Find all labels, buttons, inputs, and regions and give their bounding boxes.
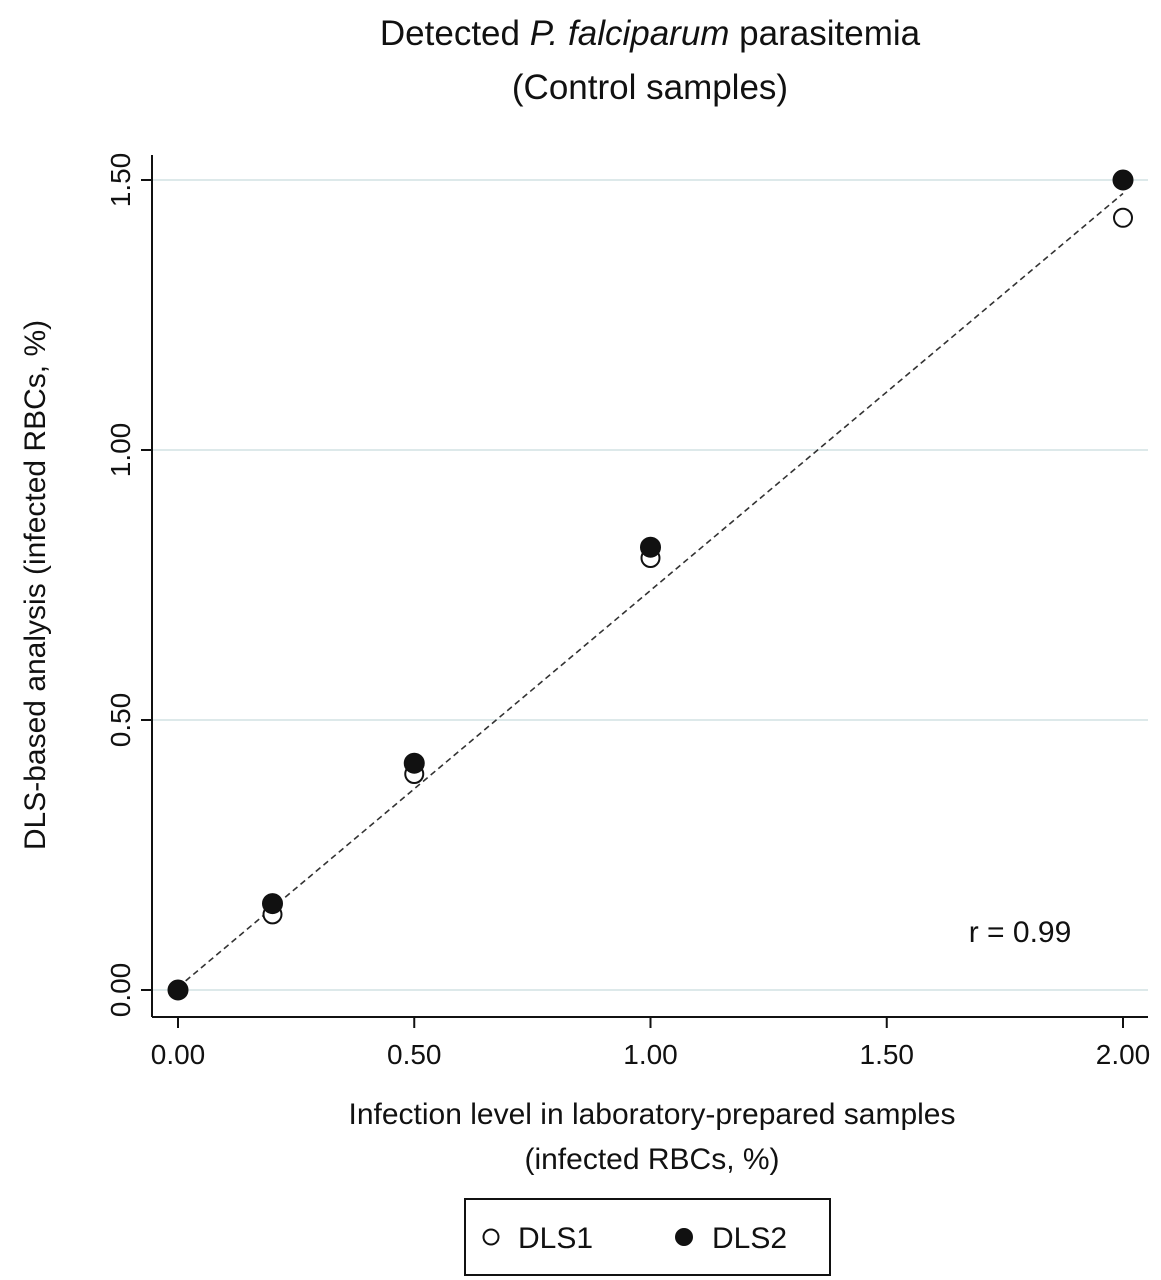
x-tick-label-4: 2.00 — [1096, 1039, 1151, 1070]
y-axis-label: DLS-based analysis (infected RBCs, %) — [19, 320, 52, 850]
y-tick-label-0: 0.00 — [105, 963, 136, 1018]
x-axis-ticks: 0.00 0.50 1.00 1.50 2.00 — [151, 1017, 1151, 1070]
y-axis-ticks: 0.00 0.50 1.00 1.50 — [105, 153, 152, 1018]
x-axis-label-line1: Infection level in laboratory-prepared s… — [349, 1098, 956, 1131]
y-tick-label-2: 1.00 — [105, 423, 136, 478]
y-tick-label-3: 1.50 — [105, 153, 136, 208]
axes — [151, 155, 1148, 1018]
r-annotation: r = 0.99 — [969, 916, 1072, 949]
x-tick-label-0: 0.00 — [151, 1039, 206, 1070]
x-tick-label-1: 0.50 — [387, 1039, 442, 1070]
legend-marker-dls2 — [675, 1228, 693, 1246]
data-points — [167, 169, 1134, 1001]
legend-label-dls2: DLS2 — [712, 1222, 787, 1255]
fit-line-group — [177, 192, 1124, 988]
chart-title-line2: (Control samples) — [512, 68, 788, 107]
legend-box — [464, 1198, 831, 1276]
legend-marker-dls1 — [482, 1228, 500, 1246]
point-dls2-3 — [640, 536, 661, 558]
gridlines — [152, 179, 1148, 991]
chart-title-line1: Detected P. falciparum parasitemia — [380, 14, 921, 53]
legend-label-dls1: DLS1 — [518, 1222, 593, 1255]
legend: DLS1 DLS2 — [464, 1198, 831, 1276]
point-dls2-2 — [403, 752, 425, 774]
x-axis-label-line2: (infected RBCs, %) — [524, 1143, 779, 1176]
fit-line — [177, 192, 1124, 988]
point-dls2-4 — [1112, 169, 1134, 191]
point-dls2-0 — [167, 979, 189, 1001]
x-tick-label-3: 1.50 — [860, 1039, 915, 1070]
point-dls2-1 — [262, 893, 283, 915]
x-tick-label-2: 1.00 — [623, 1039, 678, 1070]
y-tick-label-1: 0.50 — [105, 693, 136, 748]
point-dls1-4 — [1113, 207, 1133, 228]
